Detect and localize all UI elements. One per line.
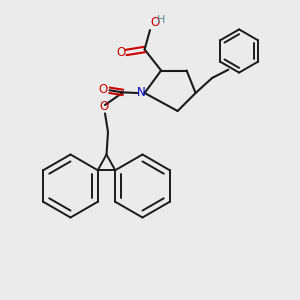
Text: H: H [157,15,165,25]
Text: O: O [151,16,160,28]
Text: O: O [100,100,109,113]
Text: O: O [99,83,108,96]
Text: O: O [116,46,125,59]
Text: N: N [136,86,146,100]
